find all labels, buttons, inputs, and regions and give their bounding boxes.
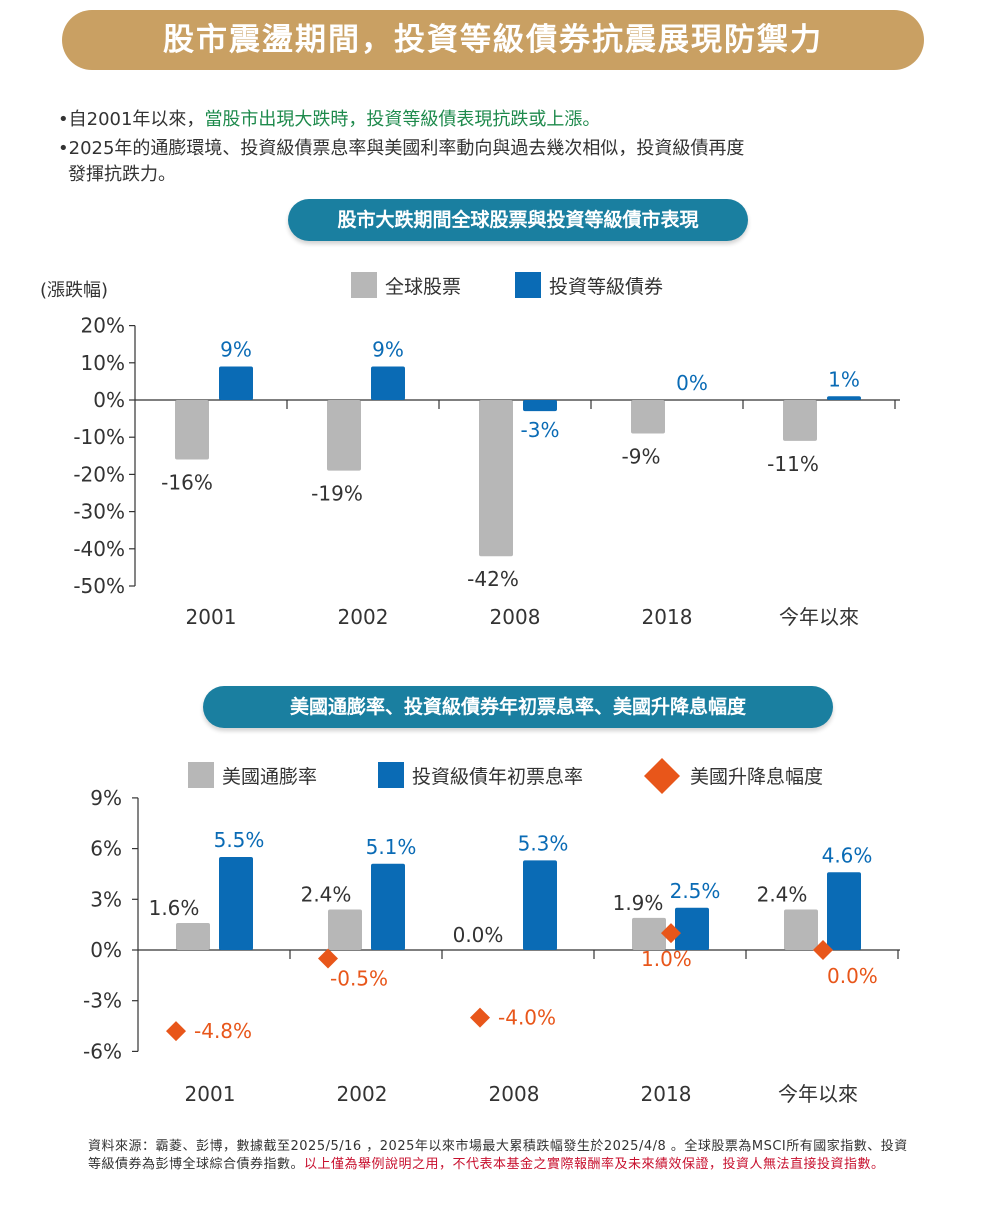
chart2-marker-rate — [318, 948, 338, 969]
chart1-label-bonds: 9% — [220, 338, 252, 362]
chart2-bar-inflation — [784, 909, 818, 950]
chart1-bar-bonds — [827, 396, 861, 400]
chart2-x-label: 今年以來 — [778, 1082, 858, 1106]
chart1-label-stocks: -19% — [311, 482, 363, 506]
chart2-marker-rate — [813, 940, 833, 960]
chart1-label-stocks: -11% — [767, 452, 819, 476]
chart1-bar-stocks — [327, 400, 361, 471]
chart2-bar-inflation — [632, 917, 666, 950]
chart2-bar-inflation — [176, 922, 210, 950]
chart2-ytick-label: -6% — [83, 1039, 122, 1063]
chart2-label-inflation: 1.6% — [149, 896, 200, 920]
chart1-ytick-label: 10% — [81, 351, 125, 375]
chart2-bar-coupon — [523, 860, 557, 950]
chart2-label-inflation: 2.4% — [757, 882, 808, 906]
chart2-label-rate: 1.0% — [641, 947, 692, 971]
chart1-label-stocks: -42% — [467, 567, 519, 591]
chart1-ytick-label: -50% — [73, 574, 125, 598]
chart2-marker-rate — [661, 923, 681, 944]
chart2-legend-swatch-rate — [644, 758, 680, 794]
chart2-label-coupon: 4.6% — [822, 843, 873, 867]
chart2-bar-coupon — [371, 863, 405, 950]
chart2-bar-coupon — [675, 907, 709, 950]
chart1-label-bonds: 1% — [828, 367, 860, 391]
chart1-label-bonds: 0% — [676, 371, 708, 395]
chart2-label-coupon: 2.5% — [670, 879, 721, 903]
chart2-label-inflation: 0.0% — [453, 923, 504, 947]
chart2-ytick-label: 9% — [90, 786, 122, 810]
bullet-1-highlight: 當股市出現大跌時，投資等級債表現抗跌或上漲。 — [204, 109, 601, 130]
chart2-ytick-label: 6% — [90, 837, 122, 861]
chart2-x-label: 2002 — [337, 1082, 388, 1106]
bullet-1: •自2001年以來，當股市出現大跌時，投資等級債表現抗跌或上漲。 — [58, 107, 600, 133]
bullet-2: •2025年的通膨環境、投資級債票息率與美國利率動向與過去幾次相似，投資級債再度… — [58, 136, 744, 188]
chart1-bar-stocks — [175, 400, 209, 460]
chart1-title: 股市大跌期間全球股票與投資等級債市表現 — [288, 199, 748, 241]
bullet-1-prefix: •自2001年以來， — [58, 109, 205, 130]
chart1-bar-bonds — [219, 366, 253, 400]
chart1-x-label: 2018 — [642, 605, 693, 629]
chart1-legend-swatch-stocks — [351, 272, 377, 298]
chart2-x-label: 2001 — [185, 1082, 236, 1106]
footnote-disclaimer: 以上僅為舉例說明之用，不代表本基金之實際報酬率及未來績效保證，投資人無法直接投資… — [304, 1157, 885, 1172]
chart2-ytick-label: 0% — [90, 938, 122, 962]
chart1-bar-bonds — [371, 366, 405, 400]
chart2-legend-swatch-inflation — [188, 762, 214, 788]
chart2-legend-swatch-coupon — [378, 762, 404, 788]
chart2-ytick-label: 3% — [90, 887, 122, 911]
chart2-label-coupon: 5.5% — [214, 828, 265, 852]
chart1-legend-label-bonds: 投資等級債券 — [549, 276, 663, 298]
chart2-x-label: 2018 — [641, 1082, 692, 1106]
chart1-y-label: (漲跌幅) — [40, 280, 108, 301]
chart1-bar-stocks — [631, 400, 665, 434]
chart1-bar-bonds — [523, 400, 557, 412]
chart1-ytick-label: -20% — [73, 462, 125, 486]
page-title: 股市震盪期間，投資等級債券抗震展現防禦力 — [62, 10, 924, 70]
chart1-label-bonds: 9% — [372, 338, 404, 362]
bullet-2-line2: 發揮抗跌力。 — [68, 164, 176, 185]
chart2-label-inflation: 1.9% — [613, 891, 664, 915]
chart2-label-rate: 0.0% — [827, 964, 878, 988]
chart2-marker-rate — [470, 1007, 490, 1028]
chart2-bar-coupon — [219, 857, 253, 950]
footnote: 資料來源：霸菱、彭博，數據截至2025/5/16 ，2025年以來市場最大累積跌… — [88, 1138, 918, 1174]
chart1-bar-stocks — [479, 400, 513, 557]
chart2-legend-label-inflation: 美國通膨率 — [222, 766, 317, 788]
chart1-label-bonds: -3% — [521, 418, 560, 442]
chart1-x-label: 2002 — [338, 605, 389, 629]
chart1-x-label: 2001 — [186, 605, 237, 629]
chart2-label-inflation: 2.4% — [301, 882, 352, 906]
chart2-label-coupon: 5.1% — [366, 835, 417, 859]
chart2-label-rate: -4.8% — [194, 1019, 252, 1043]
chart2-legend-label-rate: 美國升降息幅度 — [690, 766, 823, 788]
chart1-x-label: 2008 — [490, 605, 541, 629]
chart1-legend-swatch-bonds — [515, 272, 541, 298]
chart2-label-rate: -4.0% — [498, 1006, 556, 1030]
chart2-x-label: 2008 — [489, 1082, 540, 1106]
chart1-ytick-label: -10% — [73, 425, 125, 449]
bullet-2-line1: •2025年的通膨環境、投資級債票息率與美國利率動向與過去幾次相似，投資級債再度 — [58, 138, 745, 159]
chart1-ytick-label: -30% — [73, 500, 125, 524]
chart2-bar-inflation — [328, 909, 362, 950]
chart2-label-rate: -0.5% — [330, 966, 388, 990]
chart1-label-stocks: -9% — [622, 444, 661, 468]
chart2-title: 美國通膨率、投資級債券年初票息率、美國升降息幅度 — [203, 686, 833, 728]
chart1-ytick-label: 20% — [81, 314, 125, 338]
chart1-label-stocks: -16% — [161, 471, 213, 495]
footnote-source: 資料來源：霸菱、彭博，數據截至2025/5/16 ，2025年以來市場最大累積跌… — [88, 1139, 908, 1172]
chart1-x-label: 今年以來 — [779, 605, 859, 629]
chart2-legend-label-coupon: 投資級債年初票息率 — [412, 766, 583, 788]
chart1-ytick-label: -40% — [73, 537, 125, 561]
chart1-bar-stocks — [783, 400, 817, 441]
chart2-label-coupon: 5.3% — [518, 831, 569, 855]
chart1-ytick-label: 0% — [93, 388, 125, 412]
chart2-bar-coupon — [827, 872, 861, 950]
chart2-ytick-label: -3% — [83, 989, 122, 1013]
chart1-legend-label-stocks: 全球股票 — [385, 276, 461, 298]
chart2-marker-rate — [166, 1021, 186, 1042]
